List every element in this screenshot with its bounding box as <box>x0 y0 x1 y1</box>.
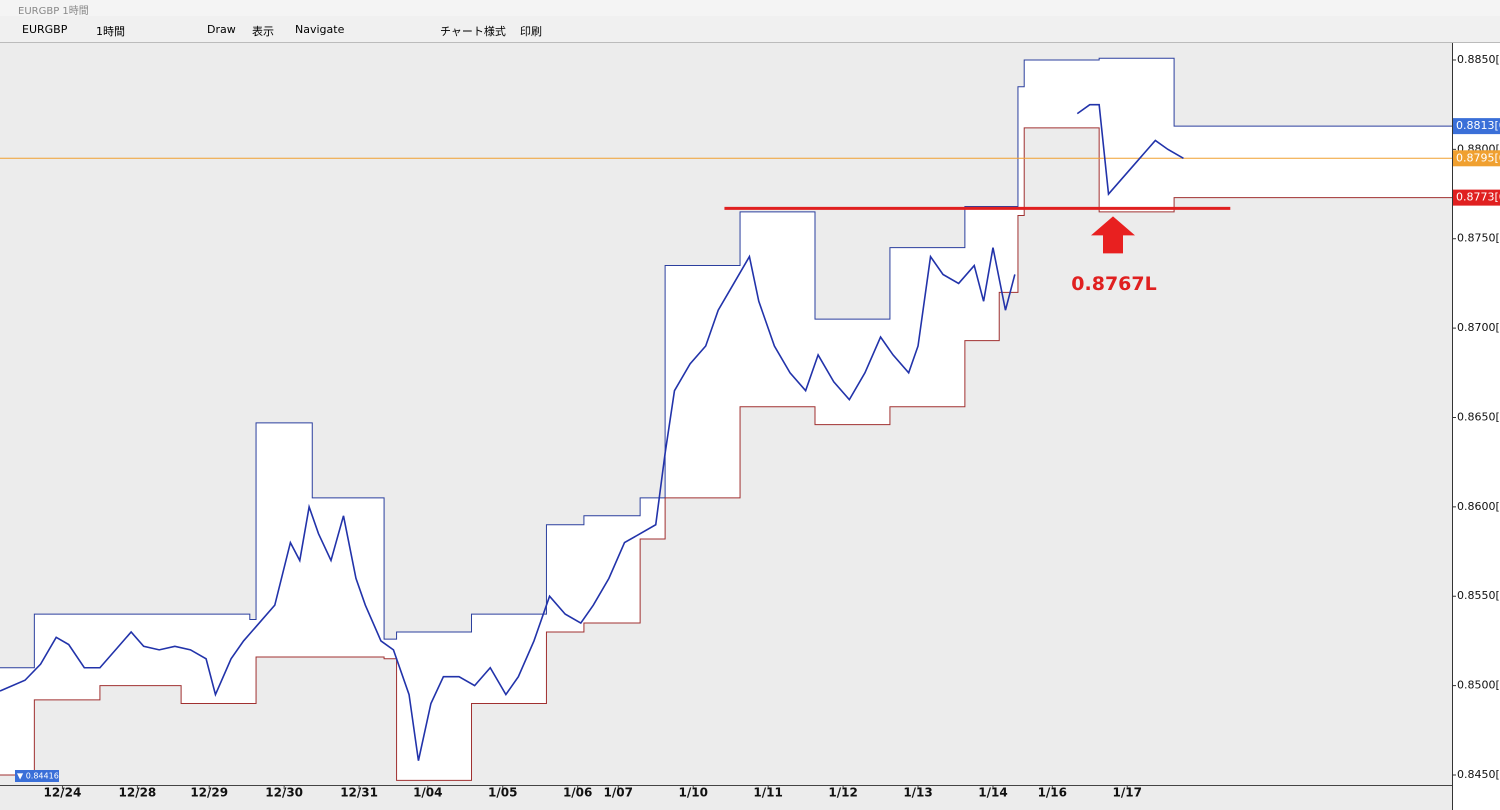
level-tag <box>1453 150 1500 167</box>
time-axis <box>0 785 1452 810</box>
level-tag <box>1453 189 1500 206</box>
x-tick-label: 12/29 <box>190 786 228 800</box>
channel-fill-below <box>0 127 1452 785</box>
x-tick-label: 1/14 <box>978 786 1007 800</box>
symbol-button[interactable]: EURGBP <box>22 23 68 36</box>
x-tick-label: 12/24 <box>44 786 82 800</box>
channel-line <box>0 57 1452 669</box>
support-label: 0.8767L <box>1071 273 1156 295</box>
x-tick-label: 1/16 <box>1038 786 1067 800</box>
y-tick-label: 0.8750[0 <box>1457 232 1500 245</box>
y-tick-label: 0.8700[0 <box>1457 321 1500 334</box>
y-tick-label: 0.8850[0 <box>1457 53 1500 66</box>
y-tick-label: 0.8650[0 <box>1457 410 1500 423</box>
price-axis <box>1452 43 1500 810</box>
x-tick-label: 1/07 <box>604 786 633 800</box>
window-title: EURGBP 1時間 <box>18 6 89 17</box>
y-tick-label: 0.8500[0 <box>1457 679 1500 692</box>
x-tick-label: 12/31 <box>340 786 378 800</box>
x-tick-label: 1/17 <box>1113 786 1142 800</box>
x-tick-label: 1/11 <box>753 786 782 800</box>
view-button[interactable]: 表示 <box>252 25 274 38</box>
y-tick-label: 0.8450[0 <box>1457 768 1500 781</box>
channel-line <box>0 127 1452 781</box>
x-tick-label: 12/28 <box>119 786 157 800</box>
chart-style-button[interactable]: チャート様式 <box>440 25 506 38</box>
timeframe-button[interactable]: 1時間 <box>96 25 125 38</box>
plot: 0.8767L <box>0 57 1452 785</box>
level-label: 0.8813[0 <box>1456 119 1500 132</box>
x-tick-label: 1/04 <box>413 786 442 800</box>
toolbar: EURGBP 1時間 Draw 表示 Navigate チャート様式 印刷 <box>0 16 1500 43</box>
bottom-marker-label: ▼ 0.84416 <box>17 772 59 781</box>
support-arrow <box>1091 216 1135 254</box>
draw-button[interactable]: Draw <box>207 23 236 36</box>
x-tick-label: 1/05 <box>488 786 517 800</box>
print-button[interactable]: 印刷 <box>520 25 542 38</box>
x-tick-label: 1/10 <box>678 786 707 800</box>
title-bar: EURGBP 1時間 <box>0 0 1500 17</box>
level-tag <box>1453 118 1500 135</box>
level-label: 0.8773[0 <box>1456 191 1500 204</box>
price-line <box>0 103 1184 761</box>
navigate-button[interactable]: Navigate <box>295 23 345 36</box>
x-tick-label: 1/06 <box>563 786 592 800</box>
y-tick-label: 0.8600[0 <box>1457 500 1500 513</box>
bottom-marker-tag <box>15 770 59 782</box>
x-tick-label: 1/13 <box>903 786 932 800</box>
y-tick-label: 0.8550[0 <box>1457 589 1500 602</box>
x-tick-label: 1/12 <box>828 786 857 800</box>
level-label: 0.8795[0 <box>1456 151 1500 164</box>
x-tick-label: 12/30 <box>265 786 303 800</box>
